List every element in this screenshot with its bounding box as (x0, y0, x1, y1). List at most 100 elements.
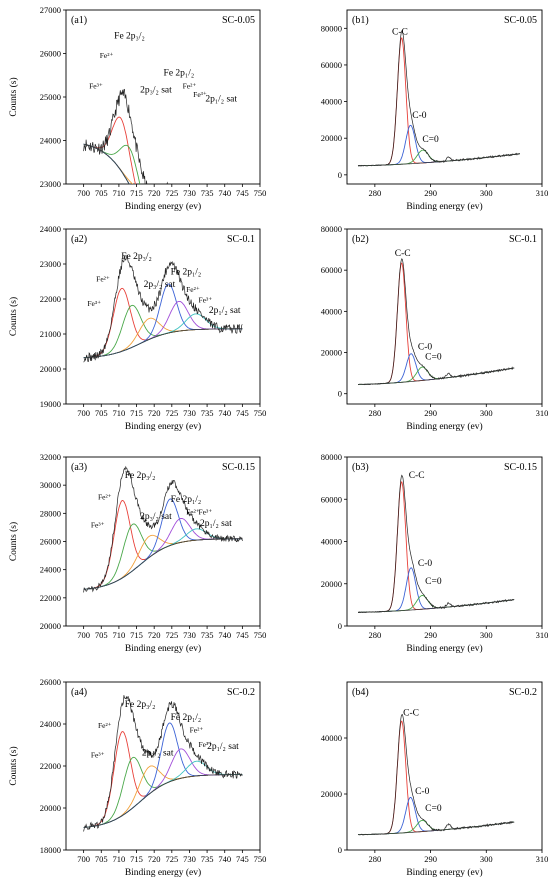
component-peak (83, 283, 243, 359)
peak-annotation: Fe²⁺ (98, 492, 112, 501)
y-tick-label: 24000 (40, 565, 61, 575)
x-tick-label: 750 (254, 408, 267, 418)
peak-annotation: Fe 2p₁/₂ (164, 68, 195, 78)
peak-annotation: C=0 (422, 135, 439, 145)
peak-annotation: 2p₁/₂ sat (200, 519, 232, 529)
y-tick-label: 80000 (321, 23, 342, 33)
peak-annotation: 2p₃/₂ sat (140, 86, 172, 96)
x-tick-label: 310 (536, 630, 549, 640)
x-tick-label: 715 (130, 408, 143, 418)
x-tick-label: 705 (95, 188, 108, 198)
peak-annotation: Fe³⁺ (91, 751, 105, 760)
component-peak (358, 595, 515, 613)
panel-tag: (a2) (71, 234, 87, 245)
component-peak (358, 37, 520, 167)
sample-label: SC-0.2 (509, 687, 537, 698)
y-tick-label: 40000 (321, 537, 342, 547)
x-axis-label: Binding energy (ev) (406, 643, 482, 654)
y-tick-label: 80000 (321, 452, 342, 462)
panel-tag: (a1) (71, 15, 87, 26)
plot-frame (346, 456, 543, 627)
raw-spectrum (83, 88, 172, 184)
peak-annotation: C-C (409, 471, 425, 481)
y-tick-label: 60000 (321, 494, 342, 504)
peak-annotation: Fe²⁺ (186, 508, 200, 517)
x-tick-label: 735 (201, 630, 214, 640)
chart-panel: 280 290 300 310 0 20000 40000 60000 80000 Binding… (321, 452, 549, 654)
background-line (358, 599, 515, 613)
y-tick-label: 23000 (40, 259, 61, 269)
x-tick-label: 725 (165, 188, 178, 198)
y-tick-label: 20000 (40, 621, 61, 631)
x-tick-label: 740 (218, 630, 231, 640)
background-line (358, 153, 520, 167)
peak-annotation: Fe³⁺ (193, 90, 207, 99)
y-tick-label: 26000 (40, 49, 61, 59)
x-tick-label: 740 (218, 408, 231, 418)
y-tick-label: 60000 (321, 60, 342, 70)
x-tick-label: 745 (236, 188, 249, 198)
chart-panel: 700 705 710 715 720 725 730 735 740 745 750 20000 22… (8, 452, 266, 654)
peak-annotation: Fe³⁺ (87, 299, 101, 308)
peak-annotation: 2p₃/₂ sat (144, 280, 176, 290)
x-tick-label: 715 (130, 854, 143, 864)
y-tick-label: 60000 (321, 265, 342, 275)
peak-annotation: C-C (403, 709, 419, 719)
x-tick-label: 730 (183, 188, 196, 198)
x-tick-label: 280 (368, 630, 381, 640)
plot-frame (65, 228, 261, 405)
peak-annotation: 2p₁/₂ sat (205, 94, 237, 104)
component-peak (83, 517, 243, 590)
x-tick-label: 310 (536, 408, 549, 418)
y-tick-label: 28000 (40, 508, 61, 518)
sample-label: SC-0.2 (227, 687, 255, 698)
y-tick-label: 0 (338, 170, 342, 180)
x-axis-label: Binding energy (ev) (406, 201, 482, 212)
component-peak (358, 819, 515, 836)
x-tick-label: 730 (183, 854, 196, 864)
peak-annotation: Fe²⁺ (98, 721, 112, 730)
chart-panel: 700 705 710 715 720 725 730 735 740 745 750 19000 20… (8, 224, 266, 432)
x-tick-label: 700 (77, 630, 90, 640)
x-tick-label: 725 (165, 630, 178, 640)
y-axis-label: Counts (s) (8, 297, 19, 336)
x-tick-label: 300 (480, 630, 493, 640)
sample-label: SC-0.15 (504, 462, 537, 473)
panel-tag: (a4) (71, 687, 87, 698)
component-peak (83, 534, 243, 590)
x-tick-label: 300 (480, 408, 493, 418)
chart-panel: 280 290 300 310 0 20000 40000 60000 80000 Binding… (321, 9, 548, 212)
x-tick-label: 290 (424, 188, 437, 198)
x-tick-label: 300 (480, 854, 493, 864)
peak-annotation: 2p₃/₂ sat (140, 512, 172, 522)
x-tick-label: 740 (218, 854, 231, 864)
y-tick-label: 20000 (40, 803, 61, 813)
component-peak (83, 287, 243, 359)
y-tick-label: 26000 (40, 537, 61, 547)
peak-annotation: Fe 2p₁/₂ (171, 268, 202, 278)
x-tick-label: 700 (77, 188, 90, 198)
plot-frame (346, 228, 543, 405)
component-peak (83, 748, 243, 828)
component-peak (358, 366, 515, 385)
chart-panel: 700 705 710 715 720 725 730 735 740 745 750 23000 24… (8, 5, 266, 212)
y-tick-label: 80000 (321, 224, 342, 234)
peak-annotation: Fe³⁺ (89, 81, 103, 90)
x-tick-label: 705 (95, 630, 108, 640)
raw-spectrum (357, 713, 515, 836)
y-tick-label: 18000 (40, 845, 61, 855)
y-tick-label: 24000 (40, 719, 61, 729)
x-tick-label: 700 (77, 854, 90, 864)
y-tick-label: 25000 (40, 92, 61, 102)
peak-annotation: 2p₁/₂ sat (209, 306, 241, 316)
x-tick-label: 290 (424, 408, 437, 418)
component-peak (83, 760, 243, 828)
x-axis-label: Binding energy (ev) (406, 867, 482, 878)
y-tick-label: 27000 (40, 5, 61, 15)
y-tick-label: 20000 (321, 789, 342, 799)
peak-annotation: Fe³⁺ (91, 520, 105, 529)
background-line (83, 538, 243, 590)
y-tick-label: 40000 (321, 733, 342, 743)
y-tick-label: 0 (338, 621, 342, 631)
component-peak (83, 756, 243, 828)
